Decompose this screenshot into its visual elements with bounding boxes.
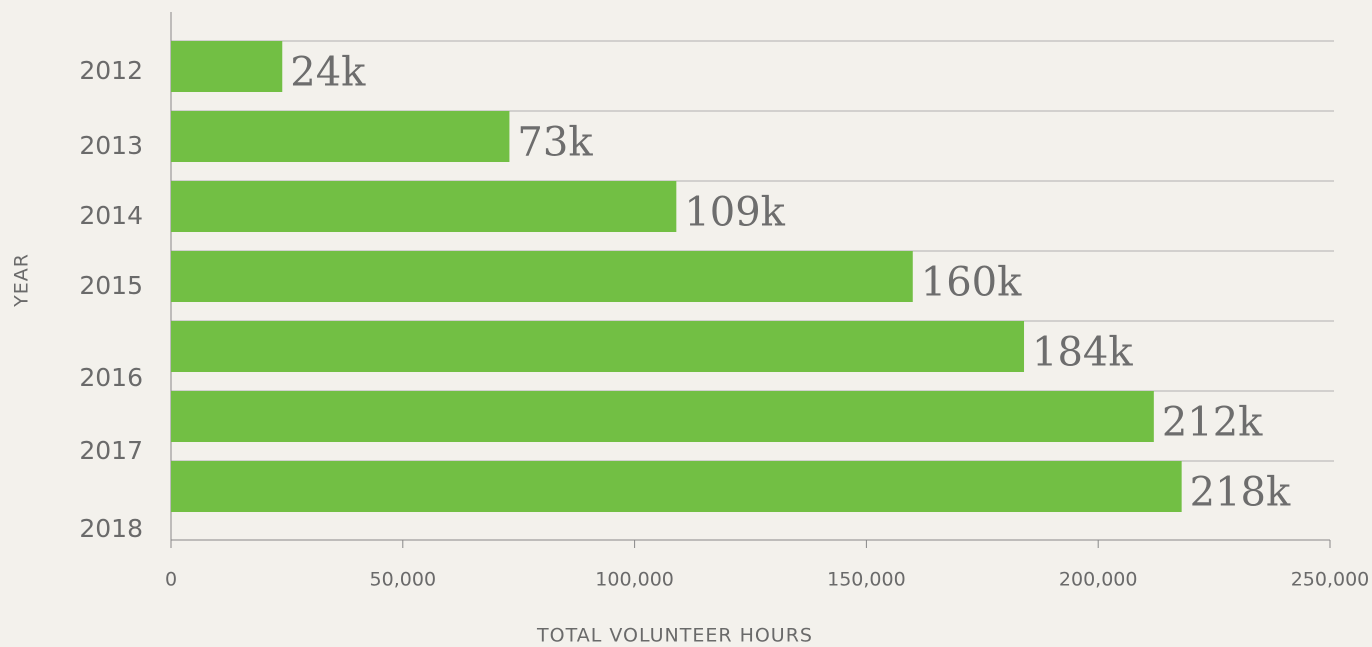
bar: [171, 321, 1025, 372]
y-tick-label: 2012: [79, 56, 143, 85]
bar: [171, 391, 1154, 442]
x-tick-label: 50,000: [370, 569, 436, 591]
x-tick-label: 100,000: [595, 569, 674, 591]
value-label: 160k: [921, 260, 1022, 306]
value-label: 218k: [1190, 470, 1291, 516]
bar: [171, 111, 510, 162]
value-label: 73k: [517, 120, 593, 166]
x-tick-label: 250,000: [1291, 569, 1370, 591]
value-label: 109k: [684, 190, 785, 236]
value-label: 212k: [1162, 400, 1263, 446]
y-tick-label: 2016: [79, 363, 143, 392]
y-tick-label: 2014: [79, 201, 143, 230]
y-tick-label: 2015: [79, 271, 143, 300]
bar: [171, 461, 1182, 512]
y-tick-label: 2013: [79, 131, 143, 160]
bar: [171, 181, 677, 232]
x-axis-label: TOTAL VOLUNTEER HOURS: [536, 625, 813, 647]
x-tick-label: 0: [165, 569, 177, 591]
value-label: 184k: [1032, 330, 1133, 376]
bar: [171, 251, 913, 302]
y-tick-label: 2018: [79, 514, 143, 543]
bar: [171, 41, 283, 92]
x-tick-label: 150,000: [827, 569, 906, 591]
y-axis-label: YEAR: [11, 253, 33, 308]
value-label: 24k: [290, 50, 366, 96]
x-tick-label: 200,000: [1059, 569, 1138, 591]
y-tick-label: 2017: [79, 436, 143, 465]
